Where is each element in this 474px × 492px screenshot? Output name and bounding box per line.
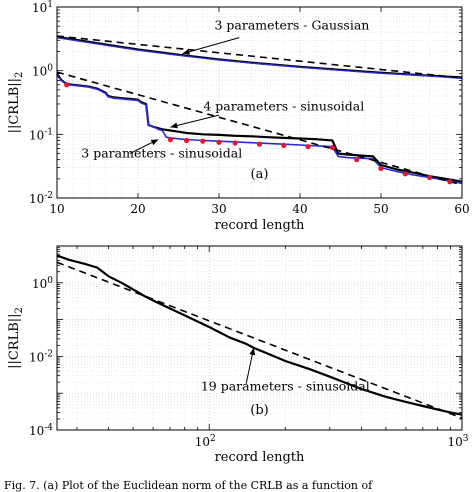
x-tick-label: 103 — [447, 434, 468, 449]
data-marker — [216, 139, 222, 145]
y-tick-label: 100 — [32, 64, 53, 79]
data-marker — [256, 141, 263, 147]
annotation-arrow-a_sin3 — [129, 139, 159, 154]
y-axis-label: ||CRLB||2 — [7, 72, 25, 134]
data-marker — [329, 144, 335, 151]
panel-label: (b) — [250, 403, 268, 418]
x-axis-label: record length — [215, 450, 305, 465]
y-axis-label: ||CRLB||2 — [7, 307, 25, 369]
x-tick-label: 20 — [130, 202, 145, 216]
series-line-sin19_bound — [56, 261, 463, 419]
series-line-gauss_blue — [56, 37, 463, 79]
data-marker — [354, 157, 360, 163]
data-marker — [305, 144, 311, 150]
y-tick-label: 10-4 — [29, 423, 53, 438]
data-marker — [167, 136, 173, 143]
data-marker — [232, 140, 238, 146]
x-tick-label: 50 — [373, 202, 388, 216]
data-marker — [184, 137, 190, 144]
data-marker — [402, 171, 408, 177]
y-tick-label: 10-2 — [29, 191, 53, 206]
axes-frame — [56, 6, 463, 199]
annotation-b_sin19: 19 parameters - sinusoidal — [201, 378, 370, 393]
x-tick-label: 60 — [454, 202, 469, 216]
series-line-gauss_bound — [56, 35, 463, 79]
data-marker — [64, 82, 70, 88]
data-marker — [427, 174, 433, 181]
annotation-arrow-a_sin4 — [170, 114, 220, 129]
data-marker — [281, 142, 287, 149]
data-marker — [378, 165, 384, 172]
panel-a: 10 20 30 40 50 60 101 100 10-1 10-2 3 parameters -… — [7, 0, 470, 233]
annotation-a_sin3: 3 parameters - sinusoidal — [81, 146, 242, 161]
data-marker — [200, 138, 206, 144]
y-tick-label: 10-1 — [29, 127, 53, 142]
x-tick-label: 40 — [292, 202, 307, 216]
figure-caption: Fig. 7. (a) Plot of the Euclidean norm o… — [4, 479, 373, 492]
x-tick-label: 102 — [195, 434, 216, 449]
x-axis-label: record length — [215, 218, 305, 233]
y-tick-label: 101 — [32, 0, 53, 15]
panel-b: 102 103 100 10-2 10-4 19 parameters - sinusoi… — [7, 245, 469, 465]
data-marker — [447, 179, 453, 185]
annotation-arrow-b_sin19 — [245, 347, 256, 384]
x-tick-label: 10 — [49, 202, 64, 216]
series-line-sin_bound — [56, 71, 463, 186]
series-line-sin19 — [56, 254, 463, 416]
y-tick-label: 100 — [32, 276, 53, 291]
panel-label: (a) — [251, 167, 269, 182]
grid — [57, 246, 462, 430]
annotation-a_sin4: 4 parameters - sinusoidal — [203, 99, 364, 114]
x-tick-label: 30 — [211, 202, 226, 216]
axes-frame — [56, 245, 463, 431]
annotation-a_gauss: 3 parameters - Gaussian — [214, 18, 369, 33]
annotation-arrow-a_gauss — [182, 37, 240, 55]
y-tick-label: 10-2 — [29, 349, 53, 364]
